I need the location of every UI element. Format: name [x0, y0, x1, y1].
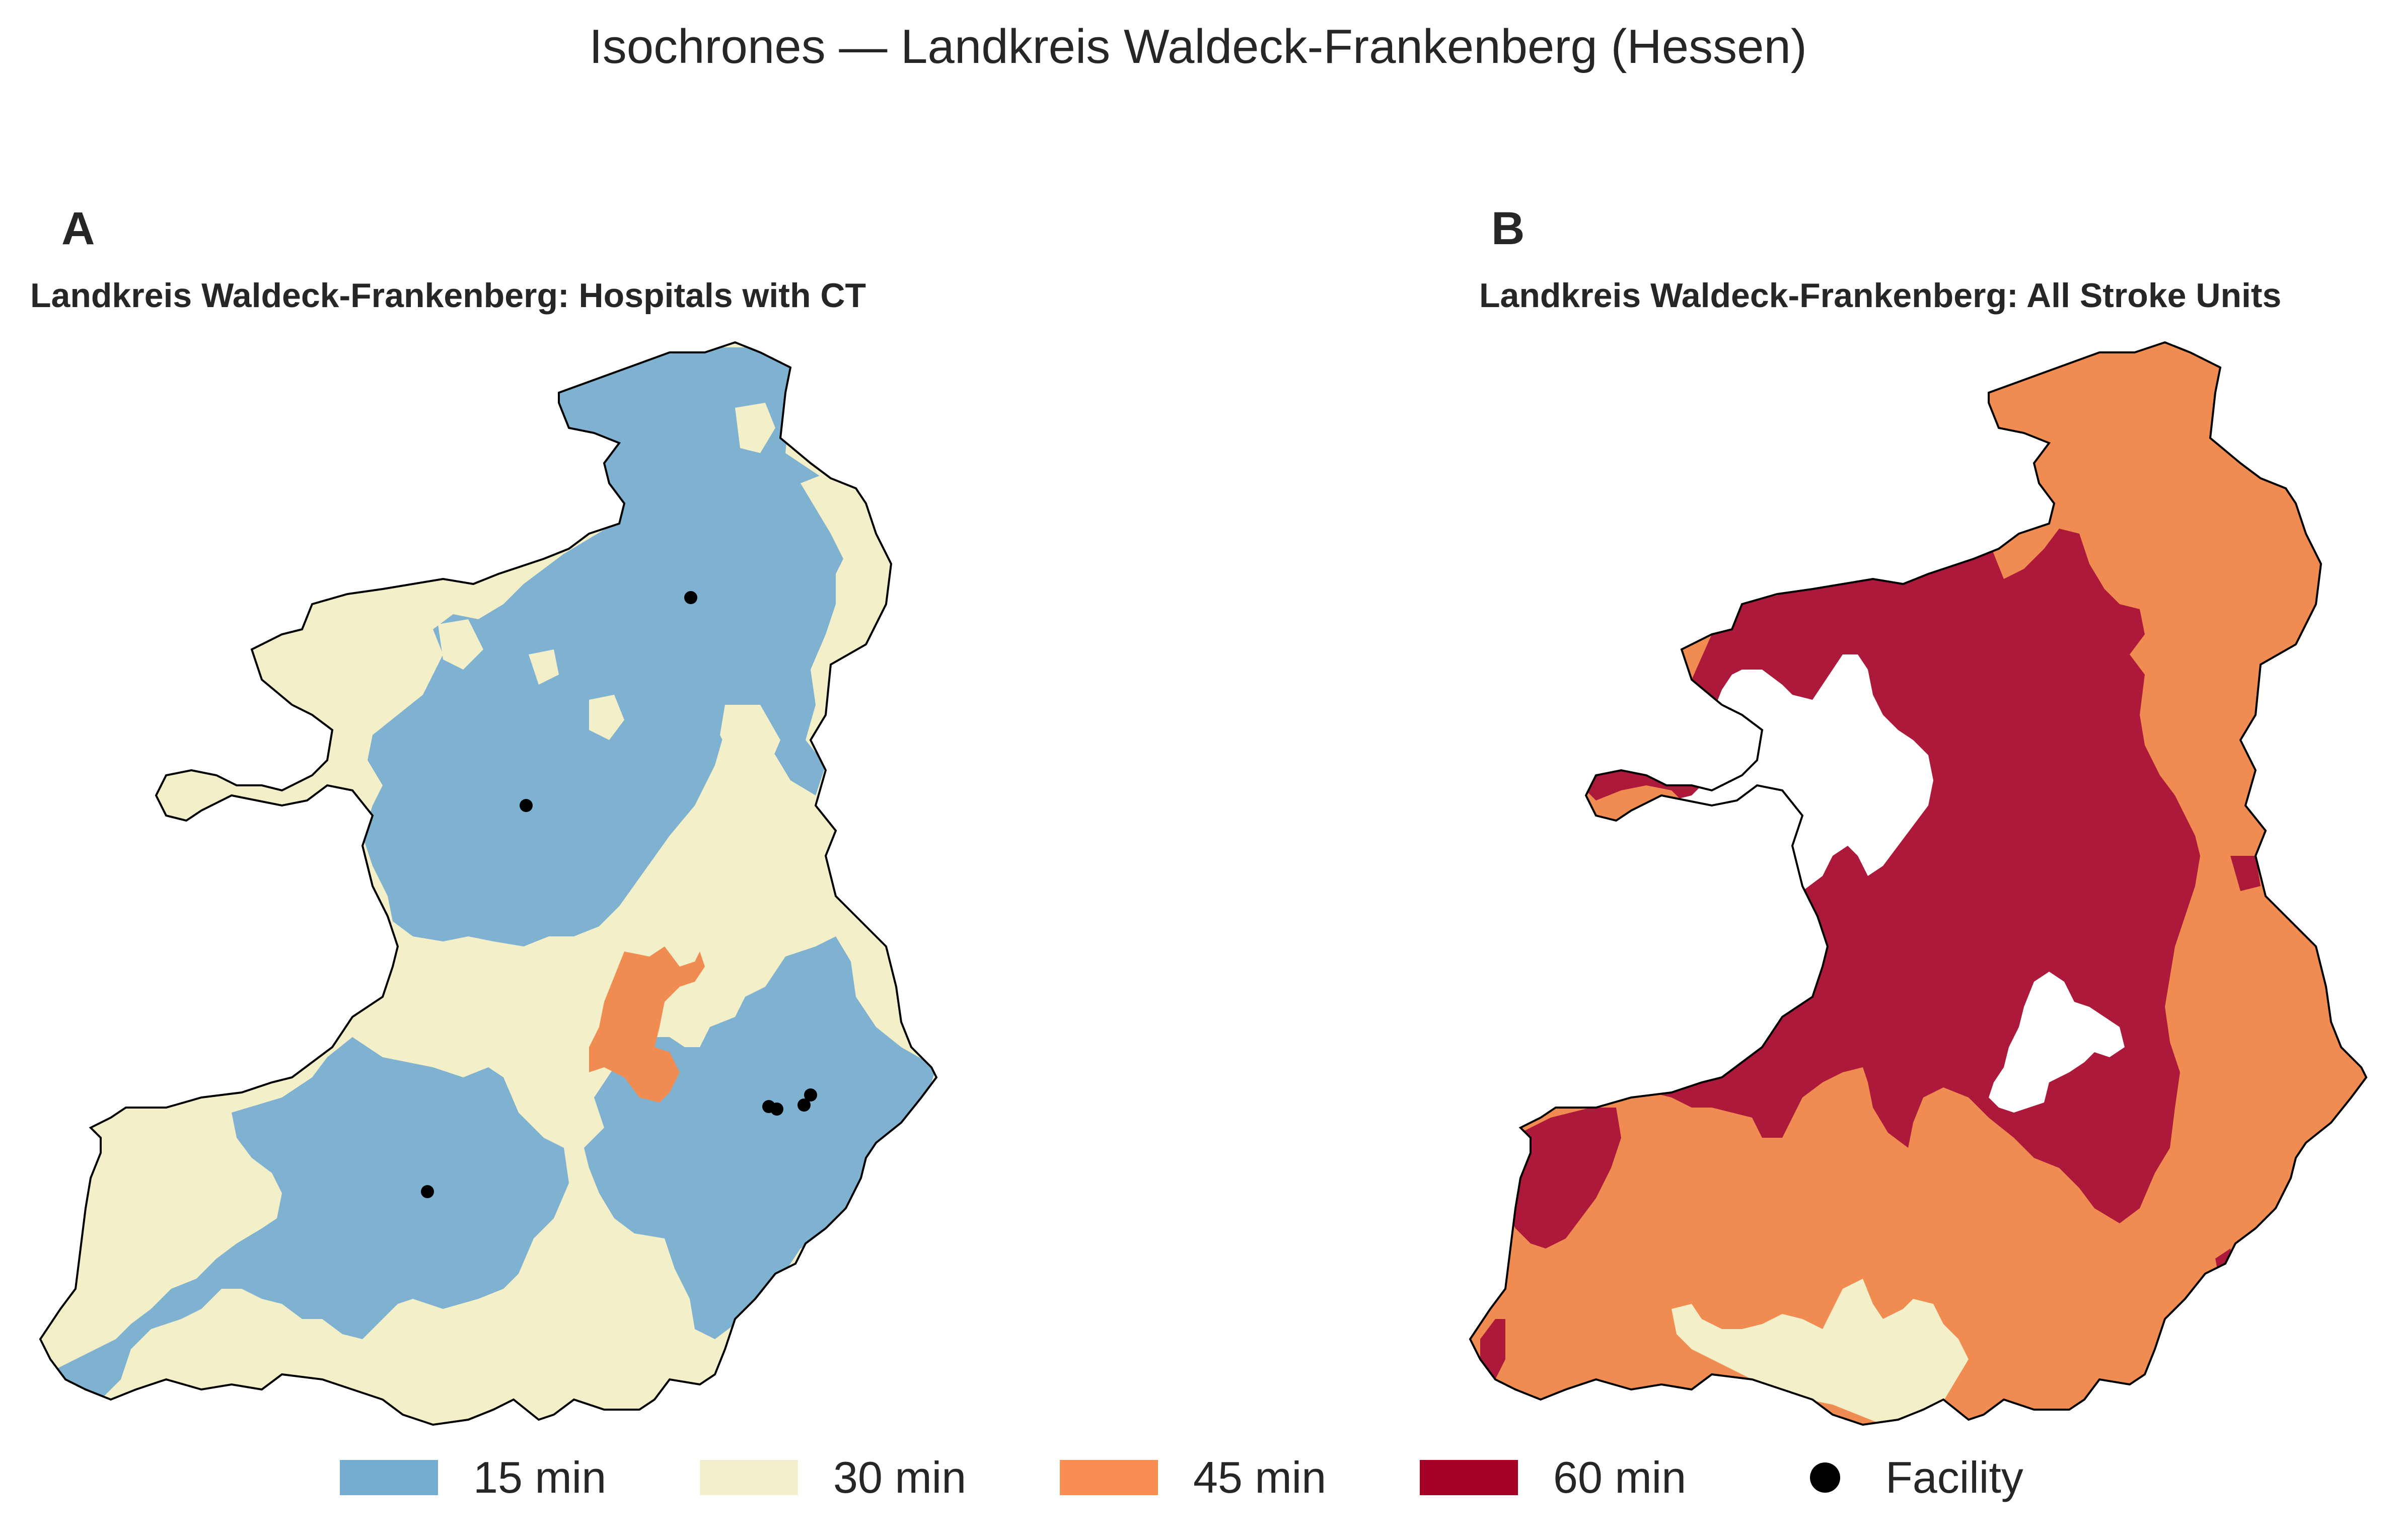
legend-swatch-45min: [1060, 1460, 1158, 1495]
legend-item-60min: 60 min: [1420, 1450, 1686, 1505]
legend-swatch-60min: [1420, 1460, 1518, 1495]
legend-swatch-15min: [340, 1460, 438, 1495]
isochrone-30min-south: [1672, 1279, 1969, 1425]
legend-label-30min: 30 min: [833, 1452, 967, 1502]
isochrone-45min-west: [191, 816, 232, 846]
facility-marker: [520, 799, 533, 812]
panel-title-a: Landkreis Waldeck-Frankenberg: Hospitals…: [30, 276, 866, 315]
legend: 15 min 30 min 45 min 60 min Facility: [0, 1450, 2396, 1505]
isochrone-15min-southeast: [584, 936, 936, 1339]
facility-marker: [804, 1088, 817, 1102]
isochrone-layer-b: [1470, 342, 2366, 1425]
isochrone-30min-island-east: [720, 705, 780, 775]
legend-item-facility: Facility: [1790, 1450, 2023, 1505]
isochrone-60min-east-spot: [2230, 856, 2261, 891]
isochrone-45min-center: [589, 946, 705, 1103]
isochrone-30min-island-north: [735, 403, 775, 453]
facility-markers-a: [421, 591, 817, 1198]
isochrone-30min-island-ne: [801, 473, 871, 564]
isochrone-15min-southwest: [55, 1037, 569, 1400]
isochrone-30min-island-mid: [529, 649, 559, 685]
county-outline-a: [39, 341, 938, 1426]
isochrone-30min-island-west: [438, 619, 483, 670]
no-coverage-area-north-notch: [1953, 514, 1984, 554]
isochrone-layer-a: [40, 342, 936, 1425]
isochrone-60min-southwest-corner: [1480, 1319, 1505, 1379]
no-coverage-area-central: [1989, 972, 2125, 1113]
legend-label-60min: 60 min: [1553, 1452, 1687, 1502]
legend-item-30min: 30 min: [700, 1450, 966, 1505]
no-coverage-area-northwest-notch: [1561, 654, 1581, 705]
isochrone-30min-island-center: [589, 695, 624, 740]
panel-letter-a: A: [61, 203, 95, 254]
legend-label-15min: 15 min: [473, 1452, 607, 1502]
isochrone-60min-west: [1505, 1108, 1621, 1249]
county-outline-b: [1469, 341, 2368, 1426]
legend-label-facility: Facility: [1885, 1452, 2023, 1502]
legend-label-45min: 45 min: [1193, 1452, 1327, 1502]
facility-marker: [684, 591, 697, 604]
map-panel-b: [1469, 341, 2368, 1426]
legend-item-45min: 45 min: [1060, 1450, 1326, 1505]
no-coverage-area-west: [1551, 654, 1933, 906]
isochrone-15min-north: [362, 347, 856, 946]
panel-letter-b: B: [1491, 203, 1525, 254]
facility-marker: [797, 1098, 811, 1112]
map-panel-a: [39, 341, 938, 1426]
legend-item-15min: 15 min: [340, 1450, 606, 1505]
panel-title-b: Landkreis Waldeck-Frankenberg: All Strok…: [1479, 276, 2282, 315]
legend-facility-marker: [1810, 1462, 1840, 1493]
figure-title: Isochrones — Landkreis Waldeck-Frankenbe…: [589, 20, 1807, 74]
facility-marker: [770, 1103, 783, 1116]
legend-swatch-30min: [700, 1460, 798, 1495]
facility-marker: [421, 1185, 434, 1198]
